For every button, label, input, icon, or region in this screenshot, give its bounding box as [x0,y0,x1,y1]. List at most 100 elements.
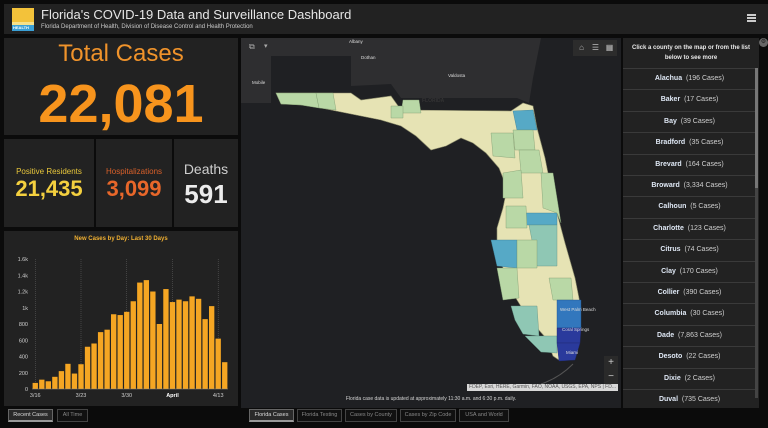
bar[interactable] [71,373,78,389]
y-tick-label: 1k [22,306,28,312]
county-escambia[interactable] [275,92,320,109]
county-list-item[interactable]: Citrus (74 Cases) [623,239,756,260]
florida-map[interactable] [241,38,621,408]
bar[interactable] [91,343,97,390]
tab-all-time[interactable]: All Time [57,409,88,422]
bar[interactable] [78,364,84,389]
total-cases-label: Total Cases [58,40,184,67]
county-dade[interactable] [556,342,581,362]
county-lake[interactable] [502,169,524,199]
bar[interactable] [209,306,215,389]
tab-usa-and-world[interactable]: USA and World [459,409,509,422]
logo-text: HEALTH [13,25,29,30]
bar[interactable] [124,311,130,389]
county-gadsden[interactable] [390,105,404,119]
map-panel[interactable]: Albany Dothan Valdosta Mobile FLORIDA We… [241,38,621,408]
county-okaloosa[interactable] [315,92,337,111]
county-name: Baker [660,96,681,104]
county-list-item[interactable]: Charlotte (123 Cases) [623,217,756,239]
county-list-scrollbar[interactable] [755,68,758,398]
chart-title: New Cases by Day: Last 30 Days [74,236,168,242]
basemap-gallery-icon[interactable]: ▦ [605,43,614,52]
county-pasco[interactable] [505,205,528,229]
county-palm-beach[interactable] [556,299,582,329]
county-volusia[interactable] [518,149,544,174]
county-manatee[interactable] [496,267,520,301]
county-collier[interactable] [524,335,558,354]
county-cases: (30 Cases) [690,310,725,318]
county-list-item[interactable]: Bay (39 Cases) [623,110,756,132]
bar[interactable] [84,346,91,389]
county-cases: (35 Cases) [689,139,724,147]
georgia-alabama-land [241,38,541,103]
page-title: Florida's COVID-19 Data and Surveillance… [41,7,352,22]
county-list-item[interactable]: Collier (390 Cases) [623,282,756,303]
county-st-johns[interactable] [512,129,536,151]
bar[interactable] [130,301,136,389]
bar[interactable] [195,298,202,389]
county-duval[interactable] [512,109,538,131]
county-list-item[interactable]: Brevard (164 Cases) [623,153,756,175]
deaths-value: 591 [184,179,228,209]
county-orange[interactable] [524,212,558,226]
zoom-out-button[interactable]: − [608,371,614,382]
bar[interactable] [143,280,149,389]
tab-florida-testing[interactable]: Florida Testing [297,409,342,422]
county-alachua[interactable] [490,132,516,159]
legend-icon[interactable]: ☰ [591,43,600,52]
tab-florida-cases[interactable]: Florida Cases [249,409,294,422]
county-leon[interactable] [400,99,422,114]
county-brevard[interactable] [540,172,562,224]
bar[interactable] [32,382,38,389]
county-list-item[interactable]: Broward (3,334 Cases) [623,175,756,196]
county-list-item[interactable]: Baker (17 Cases) [623,89,756,110]
bar[interactable] [169,302,176,389]
tab-cases-by-county[interactable]: Cases by County [345,409,397,422]
county-list-item[interactable]: Calhoun (5 Cases) [623,196,756,217]
hospitalizations-value: 3,099 [106,176,162,201]
county-lee[interactable] [510,305,540,337]
bar[interactable] [150,291,156,390]
florida-land[interactable] [275,92,582,361]
bar[interactable] [222,362,228,389]
layers-icon[interactable]: ⧉ [249,42,255,51]
county-list-item[interactable]: Desoto (22 Cases) [623,346,756,367]
bar[interactable] [163,289,169,389]
bar[interactable] [182,301,189,389]
tab-recent-cases[interactable]: Recent Cases [8,409,53,422]
bar[interactable] [111,314,117,389]
county-polk[interactable] [516,239,538,269]
bar[interactable] [202,319,208,389]
county-list-item[interactable]: Duval (735 Cases) [623,389,756,408]
bar[interactable] [52,376,58,389]
bar[interactable] [97,332,104,389]
bar[interactable] [45,381,51,389]
bar[interactable] [65,363,71,389]
county-list-item[interactable]: Dade (7,863 Cases) [623,324,756,346]
bar[interactable] [215,338,221,389]
county-list-item[interactable]: Bradford (35 Cases) [623,132,756,153]
county-list-item[interactable]: Clay (170 Cases) [623,260,756,282]
bar[interactable] [156,324,163,389]
bar[interactable] [39,379,45,389]
home-icon[interactable]: ⌂ [579,43,584,52]
county-list-item[interactable]: Alachua (196 Cases) [623,68,756,89]
total-cases-panel: Total Cases 22,081 [4,38,238,135]
chevron-down-icon[interactable]: ▾ [264,43,268,50]
bar[interactable] [58,371,65,389]
tab-cases-by-zip-code[interactable]: Cases by Zip Code [400,409,456,422]
zoom-in-button[interactable]: + [608,357,614,368]
bar[interactable] [176,299,182,389]
hamburger-menu-icon[interactable] [747,14,756,22]
bar[interactable] [189,296,195,389]
settings-icon[interactable]: ⚙ [759,38,768,47]
county-hillsborough[interactable] [490,239,518,269]
county-list-item[interactable]: Dixie (2 Cases) [623,367,756,389]
county-list-scroll-thumb[interactable] [755,68,758,188]
county-martin[interactable] [548,277,574,301]
bar[interactable] [104,329,110,389]
county-cases: (7,863 Cases) [678,331,722,339]
bar[interactable] [137,282,143,389]
bar[interactable] [117,315,123,389]
county-list-item[interactable]: Columbia (30 Cases) [623,303,756,324]
